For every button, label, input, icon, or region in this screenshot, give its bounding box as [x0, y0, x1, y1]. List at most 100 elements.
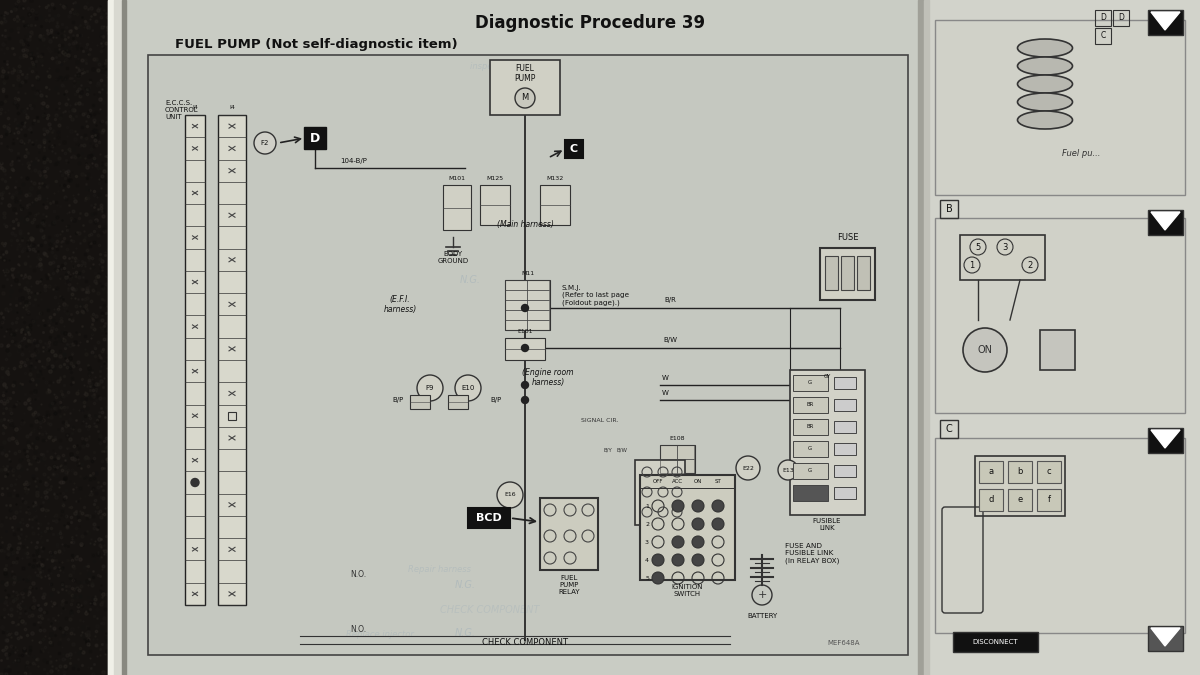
Bar: [929, 0, 1200, 675]
Text: (Main harness): (Main harness): [497, 220, 553, 229]
Text: D: D: [1118, 14, 1124, 22]
Bar: [505, 310, 527, 320]
Bar: [640, 475, 734, 580]
Bar: [505, 290, 527, 300]
Text: B/R: B/R: [664, 297, 676, 303]
Text: C: C: [1100, 32, 1105, 40]
Bar: [1008, 489, 1032, 511]
Bar: [960, 235, 1045, 280]
Bar: [660, 445, 677, 459]
Bar: [979, 461, 1003, 483]
Text: E13: E13: [782, 468, 794, 472]
Text: E101: E101: [517, 329, 533, 334]
Text: d: d: [989, 495, 994, 504]
Bar: [540, 185, 570, 225]
Text: FUSE: FUSE: [836, 233, 858, 242]
Circle shape: [672, 536, 684, 548]
Ellipse shape: [1018, 75, 1073, 93]
Text: E22: E22: [742, 466, 754, 470]
Text: BODY
GROUND: BODY GROUND: [438, 251, 468, 264]
Text: FUEL PUMP (Not self-diagnostic item): FUEL PUMP (Not self-diagnostic item): [175, 38, 457, 51]
Bar: [793, 419, 828, 435]
Bar: [953, 632, 1038, 652]
Circle shape: [497, 482, 523, 508]
Circle shape: [522, 344, 528, 352]
Bar: [834, 421, 856, 433]
Text: FUSIBLE
LINK: FUSIBLE LINK: [812, 518, 841, 531]
Bar: [218, 115, 246, 605]
Bar: [228, 412, 236, 420]
Bar: [660, 445, 695, 473]
Text: inspection pro: inspection pro: [470, 62, 530, 71]
Bar: [979, 489, 1003, 511]
Polygon shape: [1151, 212, 1180, 230]
Text: N.G.: N.G.: [460, 275, 480, 285]
Text: C: C: [570, 144, 578, 154]
Bar: [540, 498, 598, 570]
Bar: [527, 310, 550, 320]
Bar: [1148, 10, 1183, 35]
Ellipse shape: [1018, 93, 1073, 111]
Bar: [108, 0, 114, 675]
Text: BR: BR: [806, 425, 814, 429]
Bar: [505, 280, 550, 330]
Text: G: G: [808, 446, 812, 452]
Bar: [505, 338, 545, 360]
Bar: [468, 508, 510, 528]
Text: CHECK COMPONENT: CHECK COMPONENT: [440, 605, 540, 615]
Bar: [480, 185, 510, 225]
Circle shape: [191, 479, 199, 487]
Text: C: C: [946, 424, 953, 434]
Text: B/W: B/W: [662, 337, 677, 343]
Text: TS: TS: [1159, 16, 1171, 24]
Bar: [820, 248, 875, 300]
Ellipse shape: [1018, 39, 1073, 57]
Bar: [834, 443, 856, 455]
Text: FUEL
PUMP: FUEL PUMP: [515, 64, 535, 84]
Bar: [1096, 28, 1111, 44]
Bar: [924, 0, 929, 675]
Text: (E.F.I.
harness): (E.F.I. harness): [383, 295, 416, 315]
Bar: [935, 218, 1186, 413]
Bar: [527, 300, 550, 310]
Circle shape: [692, 500, 704, 512]
Text: 1: 1: [646, 504, 649, 508]
Bar: [527, 280, 550, 290]
Bar: [918, 0, 924, 675]
Bar: [505, 280, 527, 290]
Text: N.G.: N.G.: [455, 628, 475, 638]
Text: M: M: [521, 94, 529, 103]
Text: (Engine room
harness): (Engine room harness): [522, 368, 574, 387]
Text: B/P: B/P: [490, 397, 502, 403]
Text: TS: TS: [1159, 215, 1171, 225]
Text: 1: 1: [970, 261, 974, 269]
Text: B: B: [946, 204, 953, 214]
Circle shape: [522, 304, 528, 311]
Text: N.O.: N.O.: [350, 625, 366, 634]
Bar: [1096, 10, 1111, 26]
Bar: [677, 459, 694, 473]
Polygon shape: [1151, 430, 1180, 448]
Text: E10: E10: [461, 385, 475, 391]
Circle shape: [522, 381, 528, 389]
Text: D: D: [1100, 14, 1106, 22]
Text: B/P: B/P: [392, 397, 404, 403]
Polygon shape: [1151, 628, 1180, 646]
Text: a: a: [989, 468, 994, 477]
Bar: [565, 140, 583, 158]
Text: 5: 5: [976, 242, 980, 252]
Bar: [505, 300, 527, 310]
Circle shape: [692, 554, 704, 566]
Text: M132: M132: [546, 176, 564, 181]
Text: BATTERY: BATTERY: [746, 613, 778, 619]
Bar: [448, 395, 468, 409]
Text: c: c: [1046, 468, 1051, 477]
Circle shape: [672, 554, 684, 566]
Bar: [793, 463, 828, 479]
Bar: [527, 320, 550, 330]
Text: W: W: [662, 390, 668, 396]
Bar: [935, 438, 1186, 633]
Text: G: G: [808, 381, 812, 385]
Circle shape: [712, 518, 724, 530]
Ellipse shape: [1018, 111, 1073, 129]
